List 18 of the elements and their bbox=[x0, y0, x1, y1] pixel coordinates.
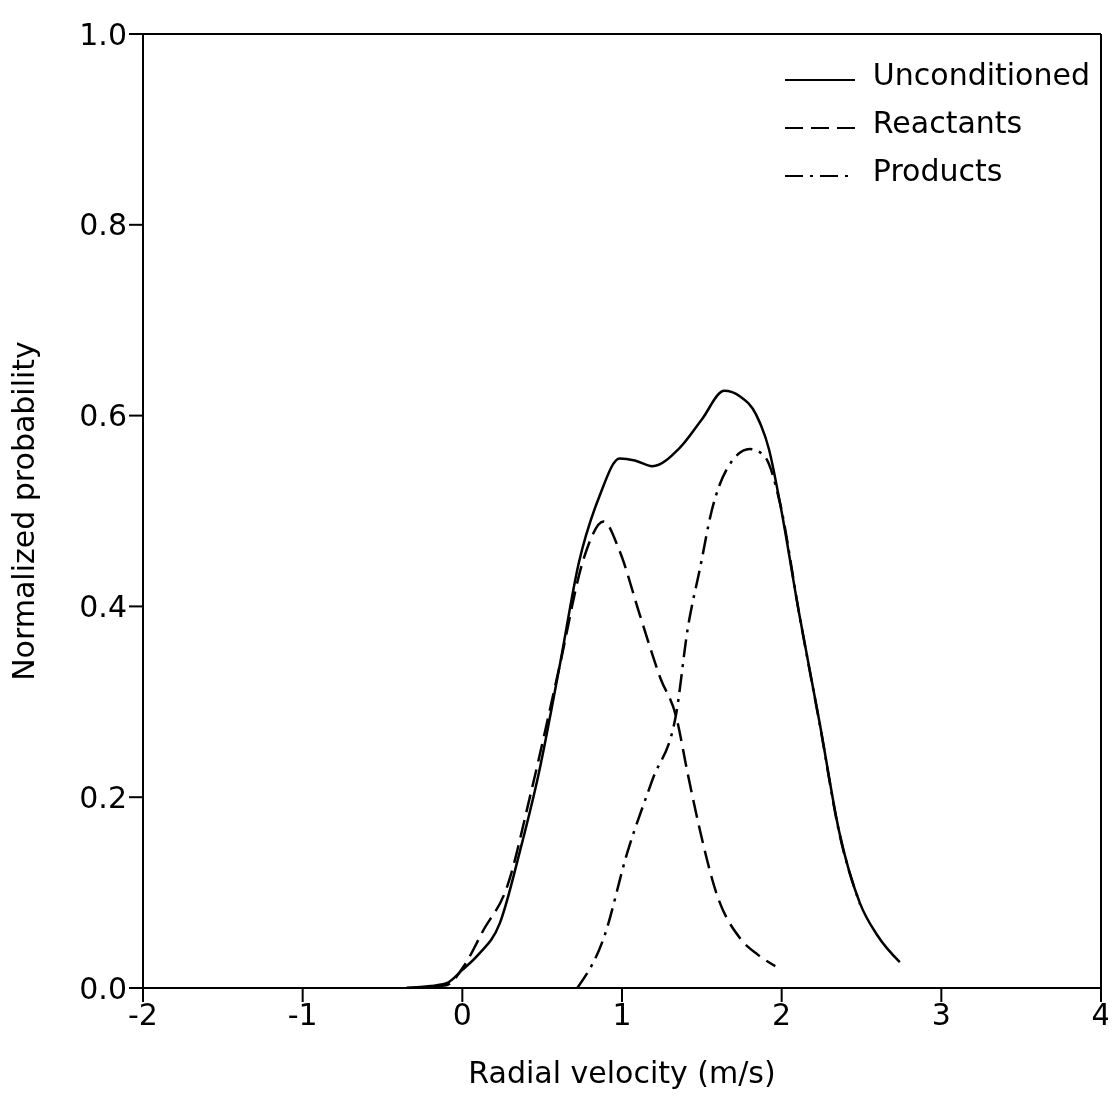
x-tick-label: 3 bbox=[931, 997, 951, 1033]
y-tick-label: 0.6 bbox=[79, 398, 127, 434]
legend-label: Unconditioned bbox=[872, 56, 1090, 92]
x-tick-label: 1 bbox=[612, 997, 632, 1033]
x-tick-label: -1 bbox=[287, 997, 318, 1033]
y-tick-label: 1.0 bbox=[79, 16, 127, 52]
legend-label: Reactants bbox=[872, 104, 1023, 140]
x-tick-label: -2 bbox=[128, 997, 158, 1033]
x-tick-label: 0 bbox=[452, 997, 472, 1033]
y-tick-label: 0.0 bbox=[79, 970, 127, 1006]
legend-label: Products bbox=[872, 152, 1003, 188]
y-tick-label: 0.2 bbox=[79, 779, 127, 815]
y-tick-label: 0.8 bbox=[79, 207, 127, 243]
x-axis-title: Radial velocity (m/s) bbox=[468, 1055, 776, 1090]
y-axis-title: Normalized probability bbox=[5, 341, 41, 681]
x-tick-label: 4 bbox=[1091, 997, 1111, 1033]
y-tick-label: 0.4 bbox=[79, 589, 127, 625]
x-tick-label: 2 bbox=[772, 997, 792, 1033]
